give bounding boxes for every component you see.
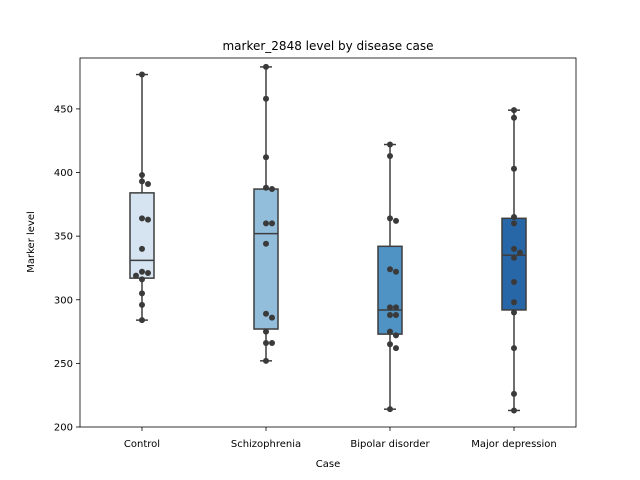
data-point <box>139 215 145 222</box>
y-axis-label: Marker level <box>26 211 37 273</box>
data-point <box>393 268 399 275</box>
data-point <box>511 345 517 352</box>
data-point <box>511 390 517 397</box>
data-point <box>139 276 145 283</box>
data-point <box>263 63 269 70</box>
axes-frame <box>79 57 577 428</box>
data-point <box>263 220 269 227</box>
data-point <box>511 114 517 121</box>
data-point <box>387 406 393 413</box>
y-tick-label: 250 <box>54 359 73 370</box>
box-iqr <box>377 245 403 335</box>
box-iqr <box>129 192 155 279</box>
data-point <box>511 245 517 252</box>
data-point <box>133 272 139 279</box>
data-point <box>263 328 269 335</box>
y-tick-label: 350 <box>54 232 73 243</box>
data-point <box>387 141 393 148</box>
data-point <box>139 290 145 297</box>
data-point <box>393 312 399 319</box>
data-point <box>263 240 269 247</box>
data-point <box>263 95 269 102</box>
x-tick-label: Schizophrenia <box>231 439 301 450</box>
data-point <box>139 71 145 78</box>
x-axis-label: Case <box>316 459 340 470</box>
data-point <box>511 299 517 306</box>
data-point <box>387 304 393 311</box>
box-iqr <box>501 217 527 311</box>
data-point <box>269 340 275 347</box>
data-point <box>269 314 275 321</box>
data-point <box>393 217 399 224</box>
y-tick-label: 450 <box>54 104 73 115</box>
x-tick-label: Bipolar disorder <box>350 439 430 450</box>
data-point <box>511 309 517 316</box>
chart-title: marker_2848 level by disease case <box>222 39 433 53</box>
data-point <box>139 245 145 252</box>
data-point <box>139 178 145 185</box>
data-point <box>263 154 269 161</box>
data-point <box>511 107 517 114</box>
data-point <box>517 249 523 256</box>
data-point <box>393 332 399 339</box>
data-point <box>511 407 517 414</box>
data-point <box>511 278 517 285</box>
data-point <box>145 180 151 187</box>
box-iqr <box>253 188 279 330</box>
data-point <box>511 254 517 261</box>
data-point <box>139 317 145 324</box>
y-tick-label: 200 <box>54 423 73 434</box>
data-point <box>511 165 517 172</box>
data-point <box>387 312 393 319</box>
data-point <box>145 216 151 223</box>
y-tick-label: 400 <box>54 168 73 179</box>
data-point <box>387 266 393 273</box>
data-point <box>139 268 145 275</box>
data-point <box>393 345 399 352</box>
data-point <box>387 152 393 159</box>
data-point <box>139 301 145 308</box>
y-tick-label: 300 <box>54 295 73 306</box>
data-point <box>263 310 269 317</box>
plot-area: 200 250 300 350 400 450 Control Schizophrenia Bi… <box>54 57 577 450</box>
data-point <box>387 328 393 335</box>
data-point <box>263 357 269 364</box>
data-point <box>387 215 393 222</box>
data-point <box>145 270 151 277</box>
data-point <box>511 214 517 221</box>
data-point <box>263 184 269 191</box>
data-point <box>393 304 399 311</box>
data-point <box>511 220 517 227</box>
data-point <box>387 341 393 348</box>
x-tick-label: Major depression <box>471 439 557 450</box>
data-point <box>263 340 269 347</box>
data-point <box>139 172 145 179</box>
data-point <box>269 220 275 227</box>
data-point <box>269 186 275 193</box>
x-tick-label: Control <box>124 439 160 450</box>
